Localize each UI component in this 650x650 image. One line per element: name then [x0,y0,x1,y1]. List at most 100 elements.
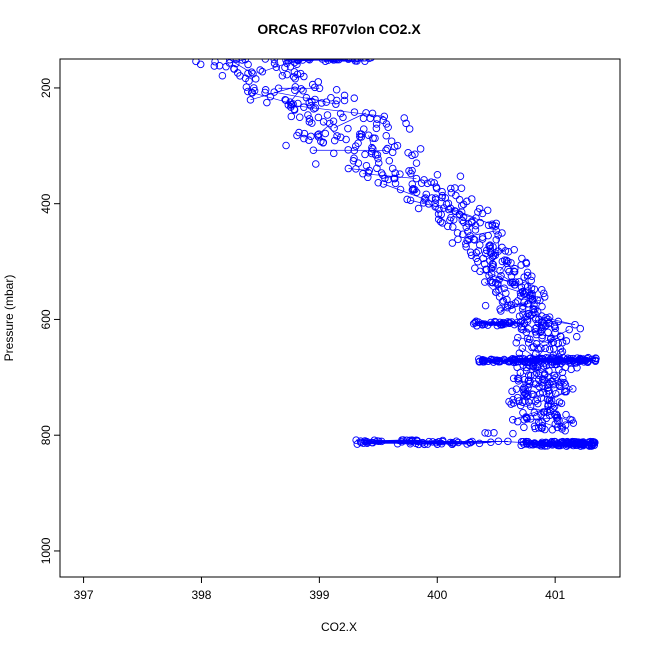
data-point [300,129,309,138]
data-point [524,309,533,318]
data-point [498,257,507,266]
data-point [448,438,457,447]
data-point [509,415,517,424]
data-point [317,99,326,107]
data-point [542,361,551,370]
series-line-segment [436,442,480,444]
series-line-segment [470,230,497,237]
data-point [518,305,527,313]
data-point [297,85,305,93]
data-point [313,131,322,139]
data-point [256,66,264,74]
series-line-segment [305,57,357,58]
data-point [457,184,466,192]
data-point [342,135,350,144]
data-point [388,164,397,173]
x-tick-label: 399 [309,588,329,602]
data-point [467,217,476,226]
x-axis-label: CO2.X [321,620,357,634]
data-point [509,374,518,383]
data-point [488,253,497,261]
data-point [449,223,457,231]
data-point [535,355,544,363]
data-point [523,334,532,343]
data-point [521,397,529,405]
data-point [299,87,307,95]
data-point [352,436,360,444]
data-point [544,315,552,324]
data-point [537,394,546,402]
plot-area [192,57,600,450]
data-point [391,179,400,188]
data-point [372,120,381,128]
data-point [270,88,278,96]
data-point [270,59,279,64]
data-point [377,437,386,446]
data-point [500,284,508,292]
data-point [446,438,455,447]
data-point [509,399,518,407]
data-point [424,200,433,208]
data-point [548,437,556,446]
data-point [517,325,526,333]
data-point [370,436,379,444]
data-point [510,245,518,254]
data-point [522,258,530,267]
y-tick-label: 600 [39,309,53,329]
data-point [375,159,383,167]
data-point [520,423,528,432]
data-point [535,418,543,426]
data-point [258,67,267,76]
data-point [369,145,377,153]
data-point [384,123,392,131]
data-point [289,59,297,63]
data-point [553,423,562,432]
data-point [504,318,512,326]
data-point [304,111,312,119]
data-point [340,91,349,100]
data-point [496,266,504,275]
data-point [447,188,456,197]
data-point [489,243,497,251]
data-point [432,183,441,191]
data-point [479,358,487,366]
data-point [408,437,416,445]
data-point [351,59,359,63]
data-point [378,171,387,179]
data-point [431,194,440,202]
data-point [272,63,281,72]
data-point [248,89,257,97]
data-point [563,437,571,446]
data-point [384,175,393,184]
series-line-segment [383,183,425,200]
data-point [508,387,516,396]
data-point [351,59,360,65]
data-point [528,272,536,280]
data-point [514,375,523,383]
data-point [412,174,421,183]
data-point [459,213,468,222]
data-point [464,227,472,236]
data-point [530,371,539,379]
data-point [471,318,479,327]
data-point [555,441,564,449]
data-point [361,59,369,65]
data-point [480,356,489,365]
data-point [365,59,373,63]
data-point [544,354,553,362]
data-point [408,151,416,160]
data-point [305,136,313,144]
data-point [497,271,505,280]
series-line-segment [537,311,545,324]
data-point [323,111,332,119]
data-point [293,70,302,79]
data-point [571,320,579,329]
data-point [450,216,458,224]
data-point [557,332,565,341]
data-point [475,204,484,213]
data-point [218,71,227,80]
data-point [266,92,275,101]
data-point [584,353,592,362]
data-point [507,301,515,309]
series-line-segment [479,271,511,283]
